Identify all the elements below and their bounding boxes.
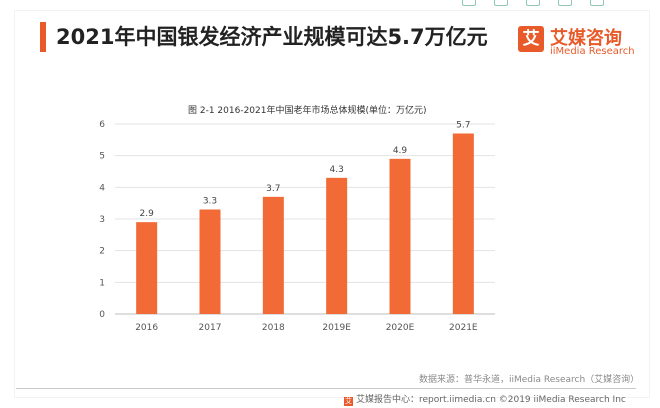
- footer-divider: [16, 388, 636, 389]
- favorite-icon[interactable]: [526, 0, 540, 6]
- footer-logo-icon: 艾: [344, 397, 353, 406]
- chart-title: 图 2-1 2016-2021年中国老年市场总体规模(单位：万亿元): [188, 106, 427, 116]
- bar: [199, 209, 221, 314]
- data-label: 4.3: [330, 165, 344, 175]
- bar: [262, 196, 284, 314]
- bar: [326, 177, 348, 314]
- title-accent-bar: [40, 22, 46, 52]
- footer: 艾艾媒报告中心：report.iimedia.cn ©2019 iiMedia …: [344, 392, 626, 406]
- bar: [136, 222, 158, 314]
- logo-name-en: iiMedia Research: [550, 46, 635, 57]
- data-label: 4.9: [393, 146, 408, 156]
- iimedia-logo: 艾 艾媒咨询 iiMedia Research: [518, 24, 638, 60]
- y-tick-label: 4: [99, 183, 105, 193]
- bar: [389, 158, 411, 314]
- data-label: 3.7: [266, 184, 280, 194]
- x-tick-label: 2017: [199, 323, 222, 333]
- data-source: 数据来源：普华永道，iiMedia Research（艾媒咨询）: [419, 375, 640, 385]
- logo-name-cn: 艾媒咨询: [550, 28, 622, 49]
- x-tick-label: 2020E: [386, 323, 415, 333]
- bar-chart: 0 1 2 3 4 5 6 2.9 2016 3.3 2017 3.7 2018 4.3 2019E 4.9 2…: [99, 120, 495, 333]
- like-icon[interactable]: [494, 0, 508, 6]
- y-tick-label: 0: [99, 310, 105, 320]
- page-title: 2021年中国银发经济产业规模可达5.7万亿元: [56, 25, 488, 49]
- x-tick-label: 2021E: [449, 323, 478, 333]
- x-tick-label: 2016: [135, 323, 158, 333]
- x-tick-label: 2019E: [322, 323, 351, 333]
- more-icon[interactable]: [590, 0, 604, 6]
- y-tick-label: 6: [99, 120, 105, 130]
- x-tick-label: 2018: [262, 323, 285, 333]
- data-label: 5.7: [456, 121, 470, 131]
- comment-icon[interactable]: [558, 0, 572, 6]
- bar: [452, 133, 474, 314]
- logo-mark-icon: 艾: [518, 26, 544, 52]
- y-tick-label: 5: [99, 152, 105, 162]
- footer-text: 艾媒报告中心：report.iimedia.cn ©2019 iiMedia R…: [356, 395, 626, 405]
- data-label: 2.9: [140, 209, 155, 219]
- y-tick-label: 2: [99, 247, 105, 257]
- data-label: 3.3: [203, 197, 217, 207]
- y-tick-label: 1: [99, 278, 105, 288]
- y-tick-label: 3: [99, 215, 105, 225]
- share-icon[interactable]: [462, 0, 476, 6]
- slide-frame: [14, 10, 650, 398]
